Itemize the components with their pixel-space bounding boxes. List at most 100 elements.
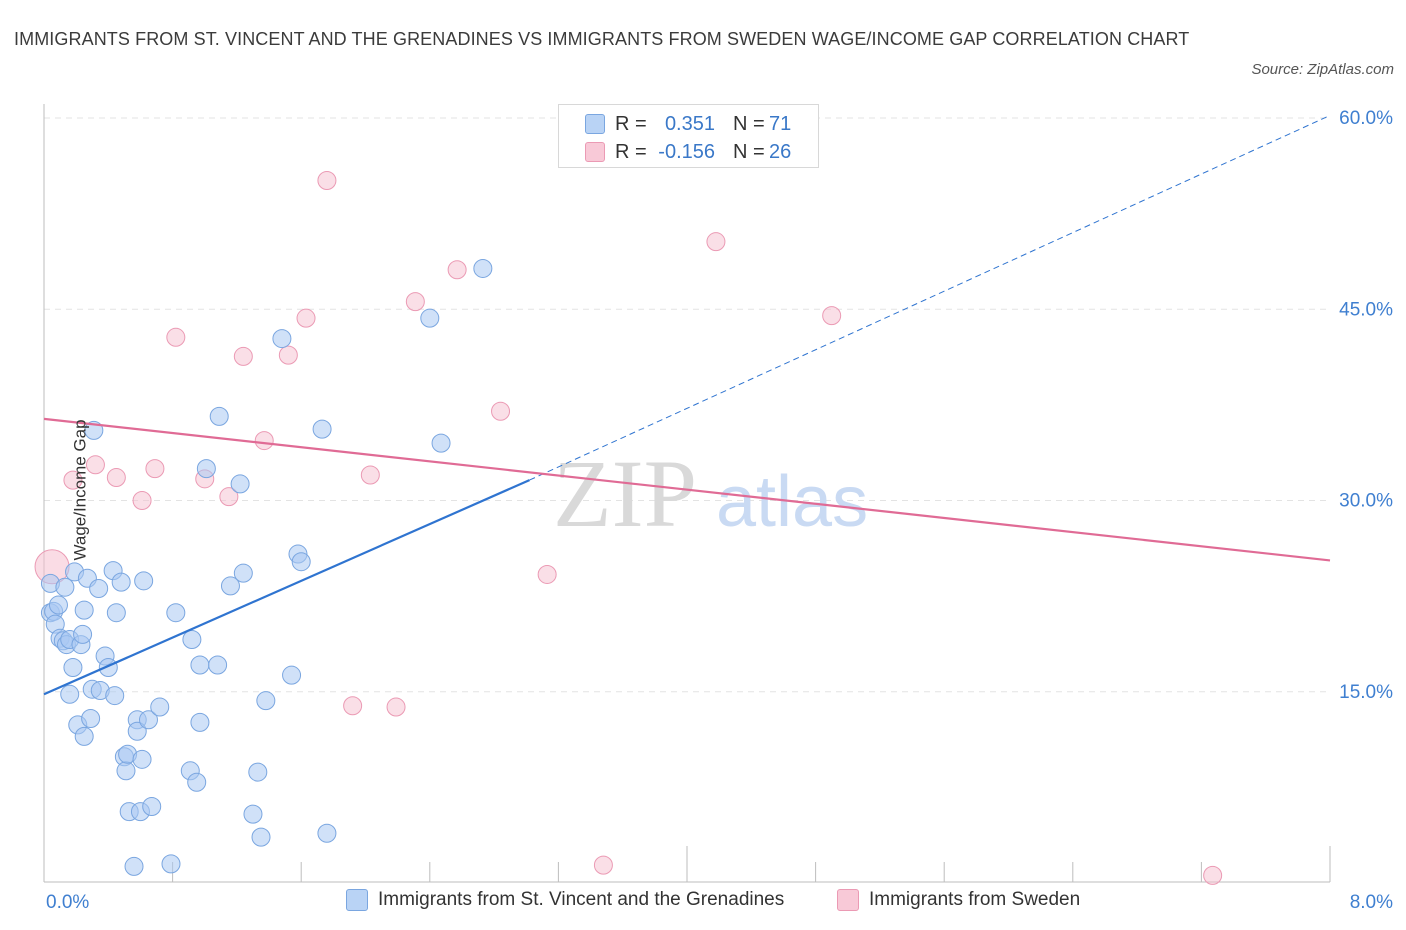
- data-point-st-vincent: [282, 665, 302, 685]
- data-point-st-vincent: [291, 552, 311, 572]
- legend-n-value: 71: [769, 112, 792, 135]
- legend-row-sweden: R = -0.156 N = 26: [585, 140, 791, 164]
- data-point-sweden: [491, 401, 511, 421]
- data-point-sweden: [85, 455, 105, 475]
- legend-r-value: -0.156: [658, 140, 715, 163]
- data-point-sweden: [132, 491, 152, 510]
- legend-label-st-vincent: Immigrants from St. Vincent and the Gren…: [378, 889, 785, 910]
- data-point-sweden: [822, 306, 842, 326]
- trend-line-st-vincent: [43, 479, 530, 696]
- x-tick-label: 0.0%: [46, 892, 89, 913]
- data-point-st-vincent: [138, 710, 158, 730]
- y-tick-label: 60.0%: [1339, 108, 1393, 129]
- data-point-sweden: [219, 487, 239, 507]
- data-point-sweden: [106, 468, 126, 488]
- data-point-st-vincent: [150, 697, 170, 717]
- data-point-st-vincent: [166, 603, 186, 623]
- data-point-st-vincent: [142, 797, 162, 816]
- watermark: ZIP atlas: [553, 440, 868, 547]
- data-point-sweden: [63, 470, 83, 490]
- data-point-sweden: [386, 697, 406, 717]
- data-point-sweden: [166, 327, 186, 347]
- trend-line-st-vincent-extension: [529, 114, 1331, 481]
- data-point-st-vincent: [190, 655, 210, 675]
- data-point-sweden: [343, 696, 363, 716]
- data-point-st-vincent: [134, 571, 154, 591]
- data-point-st-vincent: [74, 600, 94, 620]
- series-st-vincent: [40, 258, 493, 876]
- data-point-st-vincent: [81, 709, 101, 729]
- data-point-sweden: [317, 170, 337, 190]
- data-point-sweden: [447, 260, 467, 280]
- data-point-st-vincent: [187, 772, 207, 792]
- legend-r-label: R =: [615, 112, 647, 135]
- legend-swatch-pink: [585, 142, 605, 162]
- data-point-st-vincent: [63, 658, 83, 678]
- correlation-legend: R = 0.351 N = 71 R = -0.156 N = 26: [558, 104, 819, 168]
- data-point-st-vincent: [473, 258, 493, 278]
- legend-swatch-blue: [346, 889, 368, 911]
- data-point-st-vincent: [431, 433, 451, 453]
- legend-r-value: 0.351: [664, 112, 715, 135]
- data-point-st-vincent: [127, 721, 147, 741]
- data-point-st-vincent: [60, 684, 80, 704]
- source-credit: Source: ZipAtlas.com: [1251, 61, 1394, 78]
- data-point-st-vincent: [317, 823, 337, 843]
- data-point-sweden: [145, 459, 165, 479]
- data-point-st-vincent: [312, 419, 332, 439]
- data-point-st-vincent: [73, 624, 93, 644]
- grid-lines: [44, 117, 1330, 693]
- data-point-st-vincent: [89, 578, 109, 598]
- data-point-st-vincent: [209, 406, 229, 426]
- data-point-st-vincent: [251, 827, 271, 847]
- legend-n-label: N =: [733, 140, 765, 163]
- x-tick-label: 8.0%: [1350, 892, 1393, 913]
- legend-swatch-blue: [585, 114, 605, 134]
- watermark-zip: ZIP: [553, 440, 697, 547]
- trend-line-sweden: [43, 417, 1331, 562]
- data-point-sweden: [405, 292, 425, 312]
- chart-title: IMMIGRANTS FROM ST. VINCENT AND THE GREN…: [14, 29, 1190, 49]
- tick-labels: 15.0% 30.0% 45.0% 60.0% 0.0% 8.0%: [46, 108, 1393, 913]
- data-point-st-vincent: [256, 691, 276, 711]
- data-point-st-vincent: [116, 761, 136, 781]
- data-point-st-vincent: [132, 749, 152, 769]
- y-tick-label: 30.0%: [1339, 491, 1393, 512]
- data-point-st-vincent: [272, 329, 292, 349]
- data-point-st-vincent: [248, 762, 268, 782]
- data-point-sweden: [1203, 865, 1223, 885]
- data-point-st-vincent: [208, 655, 228, 675]
- y-tick-label: 15.0%: [1339, 682, 1393, 703]
- data-point-st-vincent: [105, 686, 125, 706]
- data-point-st-vincent: [233, 563, 253, 583]
- legend-n-label: N =: [733, 112, 765, 135]
- series-legend: Immigrants from St. Vincent and the Gren…: [0, 889, 1406, 915]
- data-point-st-vincent: [161, 854, 181, 874]
- y-axis-label: Wage/Income Gap: [70, 419, 90, 561]
- data-point-st-vincent: [48, 595, 68, 615]
- data-point-st-vincent: [190, 712, 210, 732]
- data-point-sweden: [593, 855, 613, 875]
- legend-swatch-pink: [837, 889, 859, 911]
- legend-item-sweden: Immigrants from Sweden: [837, 889, 1080, 911]
- data-point-sweden: [706, 232, 726, 252]
- data-point-st-vincent: [220, 576, 240, 596]
- legend-row-st-vincent: R = 0.351 N = 71: [585, 112, 791, 136]
- data-point-st-vincent: [182, 629, 202, 649]
- data-point-sweden: [296, 308, 316, 328]
- legend-label-sweden: Immigrants from Sweden: [869, 889, 1081, 910]
- data-point-sweden: [537, 564, 557, 584]
- data-point-st-vincent: [420, 308, 440, 328]
- data-point-st-vincent: [74, 726, 94, 746]
- legend-n-value: 26: [769, 140, 792, 163]
- data-point-st-vincent: [230, 474, 250, 494]
- data-point-st-vincent: [111, 572, 131, 592]
- data-point-sweden: [360, 465, 380, 485]
- y-tick-label: 45.0%: [1339, 299, 1393, 320]
- data-point-st-vincent: [124, 856, 144, 876]
- legend-r-label: R =: [615, 140, 647, 163]
- data-point-sweden: [233, 346, 253, 366]
- data-point-sweden: [278, 345, 298, 365]
- data-point-st-vincent: [196, 459, 216, 479]
